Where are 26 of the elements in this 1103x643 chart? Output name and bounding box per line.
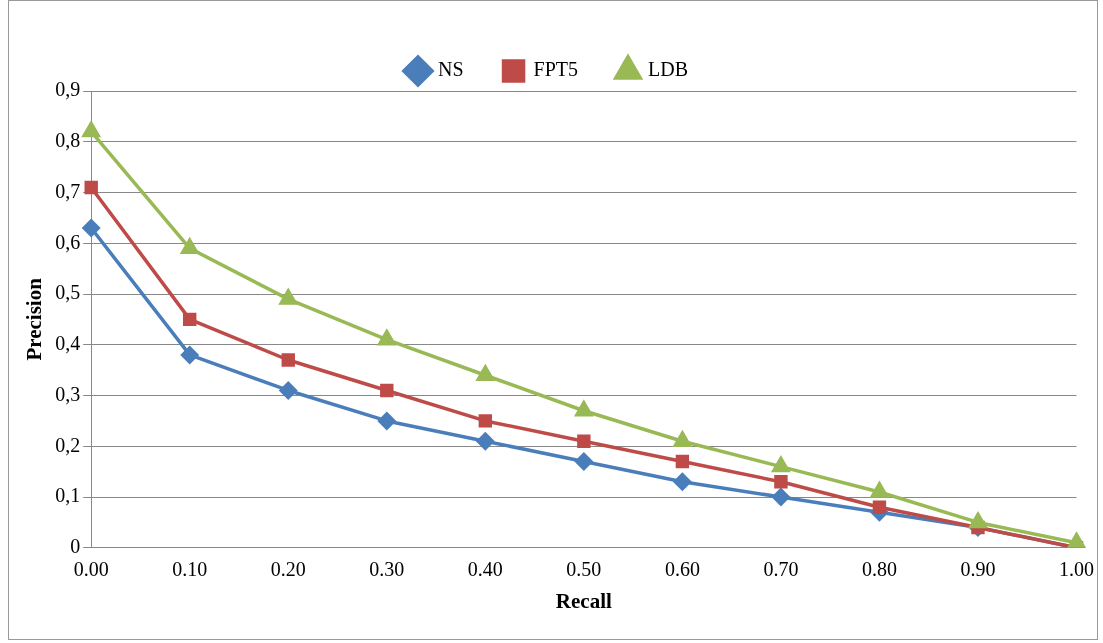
- legend-label: LDB: [648, 58, 689, 81]
- x-tick-label: 0.70: [763, 558, 799, 581]
- y-tick-label: 0,8: [55, 129, 81, 152]
- legend-label: FPT5: [533, 58, 579, 81]
- y-tick-label: 0,5: [55, 281, 81, 304]
- x-tick-label: 1.00: [1059, 558, 1094, 581]
- y-tick-label: 0,1: [55, 484, 81, 507]
- x-tick-label: 0.40: [467, 558, 503, 581]
- x-tick-label: 0.00: [73, 558, 109, 581]
- y-tick-label: 0,2: [55, 433, 81, 456]
- x-tick-label: 0.30: [369, 558, 405, 581]
- x-tick-label: 0.60: [664, 558, 700, 581]
- y-tick-label: 0,3: [55, 382, 81, 405]
- y-tick-label: 0,9: [55, 78, 81, 101]
- x-tick-label: 0.20: [270, 558, 306, 581]
- x-tick-label: 0.80: [861, 558, 897, 581]
- x-axis-title: Recall: [555, 588, 612, 613]
- y-tick-label: 0: [70, 535, 81, 558]
- y-tick-label: 0,6: [55, 230, 81, 253]
- y-tick-label: 0,7: [55, 179, 81, 202]
- y-axis-title: Precision: [22, 277, 47, 361]
- legend-label: NS: [437, 58, 464, 81]
- x-tick-label: 0.10: [172, 558, 208, 581]
- x-tick-label: 0.50: [566, 558, 602, 581]
- x-tick-label: 0.90: [960, 558, 996, 581]
- y-tick-label: 0,4: [55, 332, 81, 355]
